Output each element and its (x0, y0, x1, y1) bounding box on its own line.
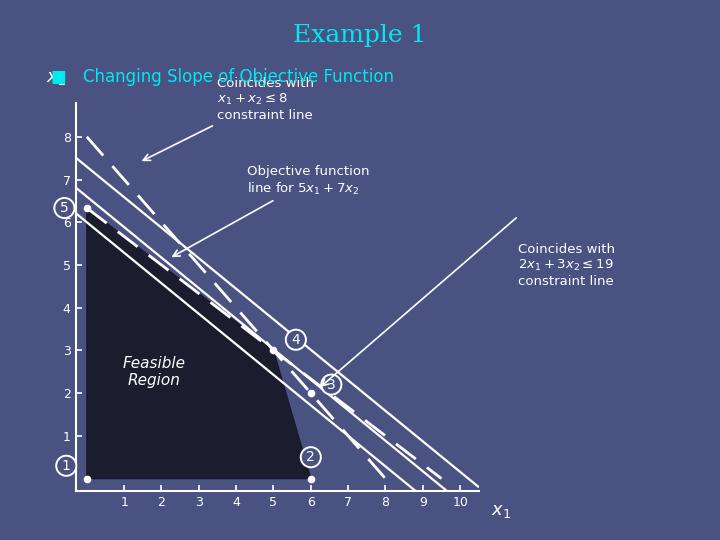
Text: 5: 5 (60, 201, 69, 215)
Polygon shape (87, 208, 311, 478)
Text: Changing Slope of Objective Function: Changing Slope of Objective Function (83, 68, 394, 85)
Text: $x_2$: $x_2$ (45, 69, 66, 87)
Text: Coincides with
$x_1 + x_2 \leq 8$
constraint line: Coincides with $x_1 + x_2 \leq 8$ constr… (143, 77, 315, 160)
Text: Example 1: Example 1 (293, 24, 427, 48)
Text: 1: 1 (62, 459, 71, 472)
Text: 4: 4 (292, 333, 300, 347)
Text: Feasible
Region: Feasible Region (122, 355, 186, 388)
Text: 3: 3 (327, 377, 336, 392)
Text: $x_1$: $x_1$ (491, 502, 511, 520)
Text: 2: 2 (307, 450, 315, 464)
Text: ■: ■ (50, 68, 66, 85)
Text: Objective function
line for $5x_1 + 7x_2$: Objective function line for $5x_1 + 7x_2… (173, 165, 370, 256)
Text: Coincides with
$2x_1 + 3x_2 \leq 19$
constraint line: Coincides with $2x_1 + 3x_2 \leq 19$ con… (518, 243, 616, 288)
